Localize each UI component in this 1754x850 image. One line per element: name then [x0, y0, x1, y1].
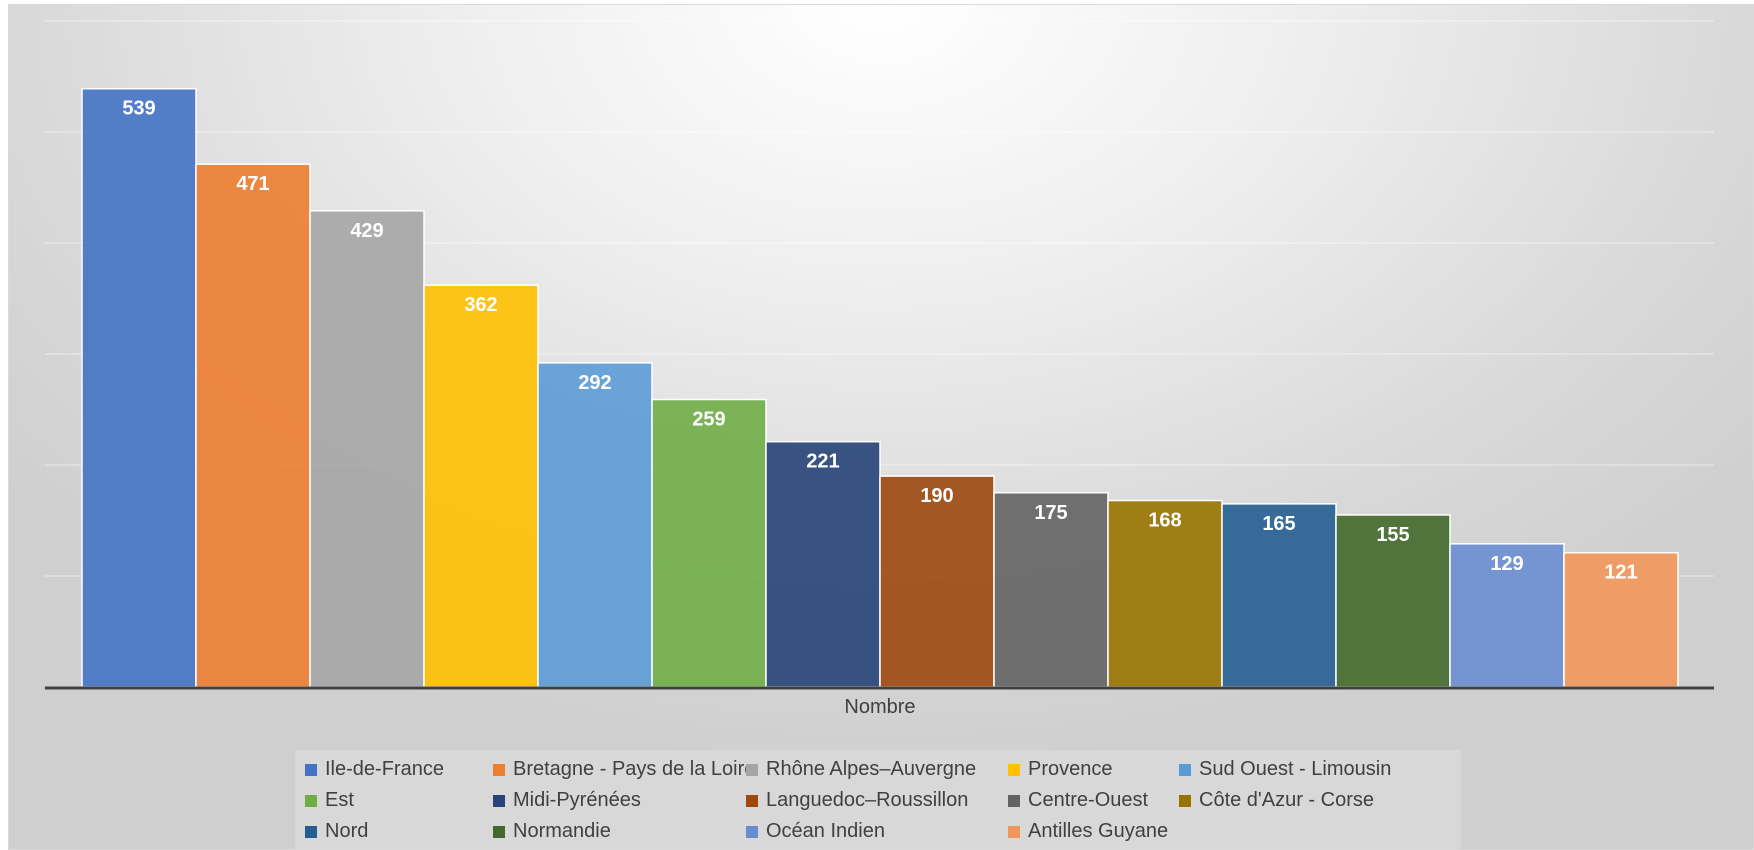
legend-swatch: [493, 825, 505, 838]
legend-item: Languedoc–Roussillon: [746, 789, 1008, 812]
legend-item: Rhône Alpes–Auvergne: [746, 758, 1008, 781]
bar-4: [423, 284, 539, 688]
data-label-8: 190: [920, 485, 953, 507]
legend-label: Centre-Ouest: [1028, 789, 1149, 811]
legend-label: Rhône Alpes–Auvergne: [766, 758, 977, 780]
legend-item: Midi-Pyrénées: [493, 789, 746, 812]
bar-1: [81, 87, 197, 688]
bar-2: [195, 163, 311, 688]
legend-swatch: [305, 794, 317, 807]
legend-label: Provence: [1028, 758, 1113, 780]
x-axis-label: Nombre: [844, 696, 915, 718]
legend-item: Antilles Guyane: [1008, 820, 1179, 843]
legend-swatch: [1179, 763, 1191, 776]
legend-swatch: [493, 794, 505, 807]
legend-item: Bretagne - Pays de la Loire: [493, 758, 755, 781]
data-label-9: 175: [1034, 502, 1067, 524]
legend-item: Nord: [305, 820, 493, 843]
bar-8: [879, 475, 995, 688]
data-label-5: 292: [578, 372, 611, 394]
legend: Ile-de-France Bretagne - Pays de la Loire…: [295, 750, 1461, 850]
bar-3: [309, 210, 425, 688]
bar-13: [1449, 543, 1565, 688]
legend-swatch: [493, 763, 505, 776]
legend-label: Languedoc–Roussillon: [766, 789, 969, 811]
legend-label: Nord: [325, 820, 369, 842]
data-label-1: 539: [122, 98, 155, 120]
bar-14: [1563, 551, 1679, 688]
legend-label: Sud Ouest - Limousin: [1199, 758, 1392, 780]
legend-swatch: [1008, 794, 1020, 807]
legend-swatch: [1008, 763, 1020, 776]
data-labels: 539 471 429 362 292 259 221 190 175 168 165 155 129 1…: [122, 98, 1637, 584]
bar-12: [1335, 514, 1451, 688]
data-label-14: 121: [1604, 562, 1637, 584]
bar-7: [765, 440, 881, 688]
data-label-11: 165: [1262, 513, 1295, 535]
bar-11: [1221, 503, 1337, 688]
bar-6: [651, 398, 767, 688]
bars: [81, 87, 1679, 688]
legend-label: Bretagne - Pays de la Loire: [513, 758, 756, 780]
bar-5: [537, 362, 653, 688]
legend-item: Provence: [1008, 758, 1179, 781]
data-label-4: 362: [464, 294, 497, 316]
legend-label: Normandie: [513, 820, 611, 842]
legend-swatch: [746, 794, 758, 807]
data-label-10: 168: [1148, 510, 1181, 532]
legend-label: Océan Indien: [766, 820, 885, 842]
legend-item: Centre-Ouest: [1008, 789, 1179, 812]
legend-swatch: [1008, 825, 1020, 838]
legend-swatch: [746, 763, 758, 776]
data-label-3: 429: [350, 220, 383, 242]
legend-item: Sud Ouest - Limousin: [1179, 758, 1419, 781]
legend-label: Côte d'Azur - Corse: [1199, 789, 1374, 811]
data-label-12: 155: [1376, 524, 1409, 546]
legend-swatch: [305, 825, 317, 838]
legend-item: Normandie: [493, 820, 746, 843]
legend-item: Ile-de-France: [305, 758, 493, 781]
legend-swatch: [746, 825, 758, 838]
legend-item: Océan Indien: [746, 820, 1008, 843]
legend-swatch: [1179, 794, 1191, 807]
legend-label: Ile-de-France: [325, 758, 444, 780]
legend-swatch: [305, 763, 317, 776]
legend-item: Côte d'Azur - Corse: [1179, 789, 1419, 812]
legend-label: Est: [325, 789, 354, 811]
data-label-2: 471: [236, 173, 269, 195]
data-label-7: 221: [806, 451, 839, 473]
legend-label: Midi-Pyrénées: [513, 789, 641, 811]
legend-item: Est: [305, 789, 493, 812]
data-label-6: 259: [692, 409, 725, 431]
data-label-13: 129: [1490, 553, 1523, 575]
legend-label: Antilles Guyane: [1028, 820, 1169, 842]
